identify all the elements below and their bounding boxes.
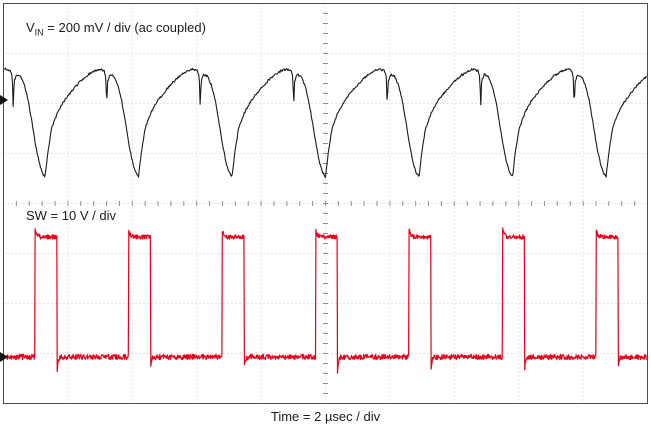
vin-label-subscript: IN <box>34 27 44 38</box>
vin-zero-marker-arrow-icon <box>0 95 8 105</box>
vin-trace-label: VIN = 200 mV / div (ac coupled) <box>26 20 206 41</box>
sw-zero-marker-arrow-icon <box>0 352 8 362</box>
vin-waveform-trace <box>4 67 647 179</box>
sw-waveform-trace <box>4 227 647 374</box>
time-scale-label: Time = 2 µsec / div <box>270 409 381 424</box>
vin-label-prefix: V <box>26 20 35 35</box>
sw-trace-label: SW = 10 V / div <box>26 208 116 223</box>
vin-label-rest: = 200 mV / div (ac coupled) <box>43 20 206 35</box>
